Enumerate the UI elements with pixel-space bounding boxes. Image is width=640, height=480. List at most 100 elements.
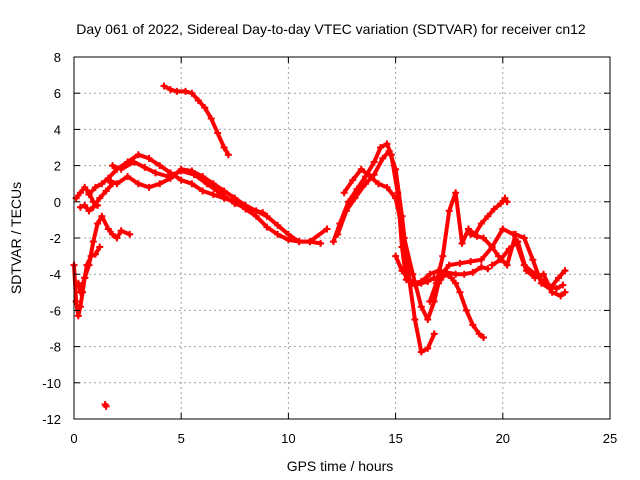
data-point: [164, 172, 172, 180]
data-point: [452, 189, 460, 197]
data-point: [104, 176, 112, 184]
chart-title: Day 061 of 2022, Sidereal Day-to-day VTE…: [76, 21, 586, 37]
data-point: [477, 263, 485, 271]
data-point: [480, 334, 488, 342]
data-point: [220, 144, 228, 151]
data-point: [190, 171, 198, 179]
data-point: [263, 212, 271, 220]
data-point: [439, 252, 447, 260]
data-point: [400, 234, 408, 242]
data-point: [561, 288, 569, 296]
data-point: [467, 258, 475, 266]
data-point: [117, 165, 125, 173]
data-point: [181, 87, 189, 95]
series-arc-15: [488, 238, 569, 300]
data-point: [104, 225, 112, 233]
data-point: [456, 288, 464, 296]
data-point: [484, 212, 492, 220]
data-point: [351, 194, 359, 202]
data-point: [194, 96, 202, 104]
y-axis-label: SDTVAR / TECUs: [8, 182, 24, 294]
series-arc-8: [160, 82, 232, 159]
data-point: [274, 221, 282, 229]
data-point: [274, 230, 282, 238]
data-point: [76, 303, 84, 311]
y-tick-label: -6: [49, 303, 61, 318]
data-point: [417, 348, 425, 356]
data-point: [473, 232, 481, 240]
data-point: [437, 276, 445, 284]
data-point: [156, 162, 164, 170]
data-point: [392, 165, 400, 173]
data-point: [522, 267, 530, 275]
data-point: [460, 270, 468, 278]
data-point: [495, 252, 503, 260]
data-point: [317, 239, 325, 247]
data-point: [76, 189, 84, 197]
data-point: [76, 203, 84, 211]
data-point: [74, 312, 82, 320]
data-point: [89, 203, 97, 211]
data-point: [467, 230, 475, 238]
data-point: [432, 279, 440, 287]
data-point: [499, 225, 507, 233]
data-point: [102, 187, 110, 195]
data-point: [188, 89, 196, 97]
data-point: [246, 205, 254, 213]
data-point: [370, 171, 378, 179]
series-arc-7: [109, 158, 267, 217]
x-tick-label: 10: [281, 431, 295, 446]
data-point: [409, 270, 417, 278]
series-trace: [490, 239, 567, 298]
data-point: [357, 165, 365, 173]
data-point: [362, 180, 370, 188]
x-axis-label: GPS time / hours: [287, 458, 394, 474]
data-point: [366, 172, 374, 180]
y-tick-label: -12: [42, 412, 61, 427]
data-point: [85, 191, 93, 199]
data-point: [76, 288, 84, 296]
data-point: [81, 274, 89, 282]
data-point: [85, 207, 93, 215]
data-point: [424, 344, 432, 352]
data-point: [392, 194, 400, 202]
x-tick-label: 5: [178, 431, 185, 446]
data-point: [203, 180, 211, 188]
data-point: [220, 187, 228, 195]
data-point: [484, 265, 492, 273]
data-point: [503, 198, 511, 206]
data-point: [199, 187, 207, 195]
series-arc-11: [340, 165, 488, 342]
data-point: [426, 297, 434, 305]
data-point: [540, 270, 548, 278]
data-point: [284, 230, 292, 238]
data-point: [109, 230, 117, 238]
data-point: [94, 220, 102, 228]
y-tick-label: 4: [54, 122, 61, 137]
data-point: [531, 274, 539, 282]
data-point: [349, 176, 357, 184]
data-point: [404, 276, 412, 284]
data-point: [89, 238, 97, 246]
series-trace: [331, 141, 490, 286]
data-point: [177, 176, 185, 184]
data-point: [113, 234, 121, 242]
data-point: [173, 87, 181, 95]
data-point: [130, 158, 138, 166]
x-tick-label: 0: [70, 431, 77, 446]
data-point: [477, 220, 485, 228]
data-point: [377, 144, 385, 151]
data-point: [458, 239, 466, 247]
data-point: [207, 115, 215, 123]
data-point: [98, 212, 106, 220]
data-point: [263, 223, 271, 231]
data-point: [445, 207, 453, 215]
data-point: [374, 180, 382, 188]
data-point: [520, 234, 528, 242]
data-point: [209, 191, 217, 199]
data-point: [329, 238, 337, 246]
series-arc-10: [334, 147, 438, 356]
data-point: [417, 303, 425, 311]
y-tick-label: -4: [49, 267, 61, 282]
y-tick-label: -10: [42, 376, 61, 391]
